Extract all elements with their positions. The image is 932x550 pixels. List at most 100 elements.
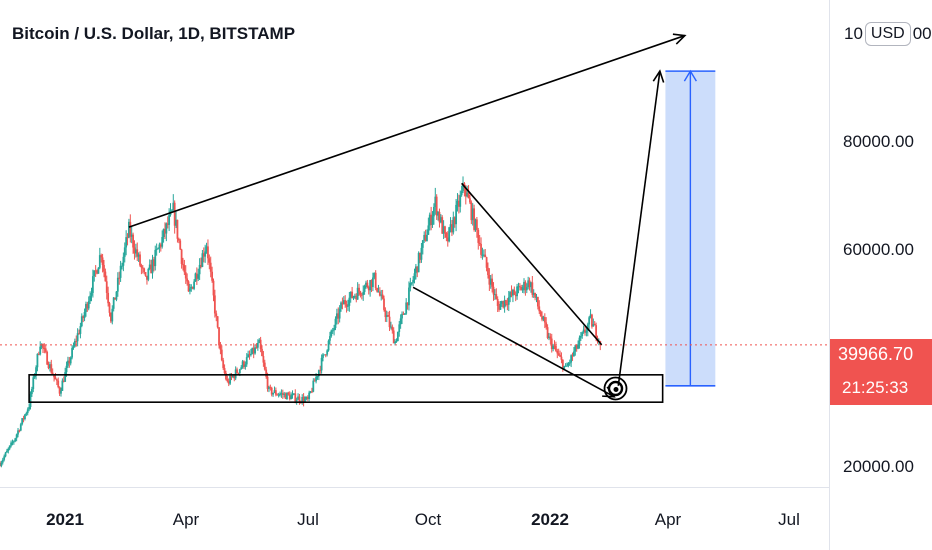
candle-down (212, 278, 215, 302)
candle-body (286, 392, 288, 399)
candle-body (405, 302, 408, 314)
candle-body (578, 337, 581, 345)
candle-down (47, 361, 50, 370)
candle-body (509, 292, 512, 298)
candle-up (15, 433, 18, 442)
candle-body (470, 202, 473, 221)
candle-body (125, 237, 128, 248)
candle-body (571, 355, 574, 357)
candle-body (86, 303, 89, 309)
falling-wedge-lower-line (412, 286, 615, 398)
candle-up (372, 272, 374, 292)
candle-body (89, 295, 92, 302)
candle-down (451, 219, 453, 237)
candle-up (28, 403, 31, 412)
candle-up (234, 366, 237, 381)
candle-down (351, 286, 354, 299)
candle-body (121, 265, 123, 267)
candle-up (548, 332, 550, 341)
candle-down (475, 216, 478, 238)
candle-up (297, 393, 299, 400)
candle-body (550, 338, 553, 350)
candle-body (505, 300, 507, 304)
candle-body (417, 252, 420, 273)
candle-body (209, 262, 212, 272)
candle-body (24, 414, 26, 419)
candle-body (528, 280, 531, 288)
candle-body (453, 217, 456, 225)
candle-down (392, 327, 395, 344)
candle-down (360, 292, 363, 300)
candle-body (166, 223, 169, 225)
candle-up (523, 278, 525, 294)
candle-up (320, 354, 323, 374)
candle-body (83, 312, 86, 319)
candle-down (150, 259, 153, 274)
candle-body (207, 246, 209, 259)
breakout-projection-arrowhead (652, 69, 665, 83)
candle-down (78, 329, 80, 335)
candle-body (419, 252, 421, 260)
candle-body (320, 357, 323, 371)
candle-up (14, 437, 17, 443)
candle-body (467, 192, 470, 199)
candle-body (168, 215, 171, 225)
candle-up (333, 324, 335, 336)
candle-body (87, 301, 90, 309)
candle-up (0, 460, 3, 468)
marker-outer-ring (603, 376, 628, 401)
candle-up (574, 344, 577, 356)
candle-body (568, 362, 571, 364)
candle-up (348, 291, 351, 312)
candle-body (129, 221, 132, 237)
price-label-20000: 20000.00 (843, 457, 914, 476)
candle-up (396, 331, 399, 342)
time-label-2021: 2021 (46, 510, 84, 529)
candle-body (383, 298, 385, 310)
candle-down (520, 284, 523, 291)
candle-up (157, 247, 159, 250)
candle-body (323, 354, 326, 356)
candle-body (151, 259, 154, 274)
candle-down (195, 267, 198, 285)
candle-up (201, 249, 204, 268)
candle-down (82, 315, 85, 323)
candle-body (240, 367, 243, 370)
candle-body (424, 234, 427, 241)
candle-down (222, 357, 225, 370)
candle-down (132, 232, 134, 254)
currency-button[interactable]: USD (864, 22, 911, 46)
candle-body (394, 341, 396, 344)
candle-up (420, 242, 423, 263)
candle-down (593, 321, 596, 326)
candle-down (269, 384, 272, 391)
candle-body (322, 354, 324, 358)
candle-body (347, 305, 349, 307)
candle-up (380, 289, 383, 301)
candle-body (573, 351, 575, 357)
candle-up (258, 338, 261, 344)
candle-up (417, 251, 420, 273)
candle-body (358, 287, 360, 292)
candle-body (140, 265, 143, 268)
candle-body (186, 278, 189, 282)
candle-down (473, 204, 476, 232)
candle-up (530, 281, 532, 293)
candle-body (32, 377, 35, 390)
candle-body (546, 327, 549, 338)
candle-up (7, 447, 10, 454)
candle-body (409, 282, 412, 288)
candle-body (238, 369, 241, 374)
candle-body (545, 322, 548, 328)
candle-body (107, 292, 110, 304)
candle-down (496, 296, 499, 313)
candle-body (329, 336, 331, 341)
candle-up (525, 283, 528, 294)
candle-body (552, 345, 555, 350)
candle-body (460, 191, 463, 196)
candle-body (78, 333, 80, 335)
candle-up (532, 289, 535, 298)
candle-up (573, 346, 575, 357)
candle-body (118, 277, 121, 279)
